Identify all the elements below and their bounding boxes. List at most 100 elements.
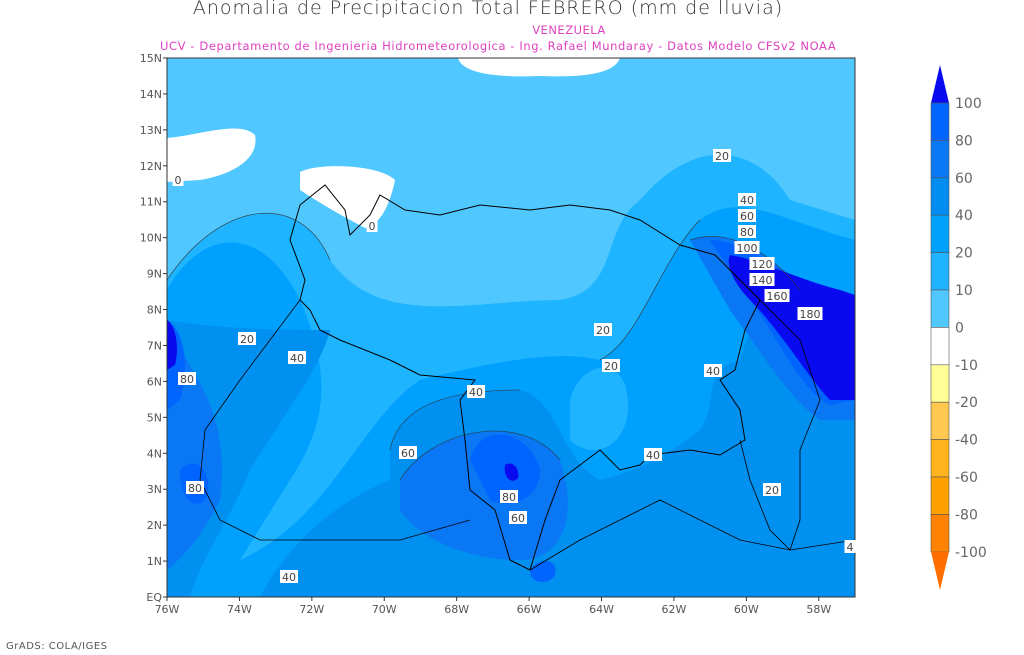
colorbar-label: -40	[955, 433, 978, 449]
contour-label: 20	[715, 150, 729, 163]
colorbar-swatch	[930, 476, 950, 515]
contour-label: 0	[175, 174, 182, 187]
map-axes: 76W 74W 72W 70W 68W 66W 64W 62W 60W 58W EQ 1N 2N 3N 4N…	[140, 52, 832, 616]
contour-label-bg	[713, 149, 731, 162]
contour-label: 40	[740, 194, 754, 207]
colorbar-label: 40	[955, 208, 973, 224]
lon-tick-label: 76W	[155, 603, 180, 616]
lon-tick-label: 70W	[372, 603, 397, 616]
contour-label-bg	[844, 540, 856, 553]
contour-label: 140	[752, 274, 773, 287]
internal-contours	[167, 212, 801, 481]
contour-label-bg	[288, 351, 306, 364]
colorbar-label: 100	[955, 96, 982, 112]
contour-label: 60	[401, 447, 415, 460]
lat-tick-label: 14N	[140, 88, 162, 101]
contour-label-bg	[734, 241, 760, 254]
contour-label-bg	[186, 481, 204, 494]
contour-label: 20	[240, 333, 254, 346]
lat-tick-label: 8N	[147, 304, 162, 317]
colorbar-label: 60	[955, 171, 973, 187]
colorbar-label: 10	[955, 283, 973, 299]
contour-label: 80	[740, 226, 754, 239]
colorbar-swatch	[930, 102, 950, 141]
contour-label: 100	[737, 242, 758, 255]
colorbar-arrow-bottom	[931, 551, 949, 590]
contour-label-bg	[238, 332, 256, 345]
colorbar-label: 80	[955, 133, 973, 149]
lon-tick-label: 62W	[662, 603, 687, 616]
lat-tick-label: 6N	[147, 375, 162, 388]
colorbar-swatch	[930, 214, 950, 253]
lat-tick-label: 1N	[147, 555, 162, 568]
contour-label: 180	[800, 308, 821, 321]
lat-tick-label: EQ	[146, 591, 162, 604]
colorbar-swatch	[930, 401, 950, 440]
contour-label-bg	[749, 273, 775, 286]
contour-label: 4	[847, 541, 854, 554]
lat-tick-label: 7N	[147, 339, 162, 352]
lon-tick-label: 64W	[589, 603, 614, 616]
colorbar-swatch	[930, 439, 950, 478]
lat-tick-label: 4N	[147, 447, 162, 460]
contour-label-bg	[644, 448, 662, 461]
contour-label: 60	[740, 210, 754, 223]
lon-tick-label: 72W	[299, 603, 324, 616]
lat-tick-label: 3N	[147, 483, 162, 496]
contour-label-bg	[763, 483, 781, 496]
contour-label-bg	[178, 372, 196, 385]
contour-label-bg	[738, 225, 756, 238]
contour-label-bg	[738, 193, 756, 206]
grads-footer: GrADS: COLA/IGES	[6, 641, 108, 652]
contour-label-bg	[764, 289, 790, 302]
contour-label-bg	[366, 219, 378, 232]
contour-label-bg	[467, 385, 485, 398]
colorbar-swatch	[930, 514, 950, 553]
colorbar-swatch	[930, 289, 950, 328]
contour-label: 20	[604, 360, 618, 373]
contour-label-bg	[172, 173, 184, 186]
colorbar-label: -20	[955, 395, 978, 411]
contour-label: 40	[282, 571, 296, 584]
contour-label-bg	[280, 570, 298, 583]
lat-tick-label: 11N	[140, 196, 162, 209]
lat-tick-label: 15N	[140, 52, 162, 65]
shaded-field	[167, 58, 855, 597]
map-title: Anomalia de Precipitacion Total FEBRERO …	[192, 0, 784, 19]
contour-label: 80	[188, 482, 202, 495]
lat-tick-label: 13N	[140, 124, 162, 137]
lon-tick-label: 58W	[806, 603, 831, 616]
contour-label-bg	[738, 209, 756, 222]
lon-tick-label: 66W	[517, 603, 542, 616]
contour-label-bg	[602, 359, 620, 372]
shade-neg-0-10-north	[458, 58, 620, 77]
contour-label: 0	[369, 220, 376, 233]
lat-tick-label: 2N	[147, 519, 162, 532]
colorbar-label: -10	[955, 358, 978, 374]
lon-tick-label: 68W	[444, 603, 469, 616]
contour-label-bg	[749, 257, 775, 270]
shade-over-100	[167, 255, 855, 481]
shade-neg-0-10-west	[167, 128, 256, 182]
contour-label: 40	[706, 365, 720, 378]
contour-label: 40	[469, 386, 483, 399]
colorbar-swatch	[930, 364, 950, 403]
contour-label-bg	[704, 364, 722, 377]
colorbar-swatch	[930, 140, 950, 179]
contour-label-bg	[797, 307, 823, 320]
contour-label: 60	[511, 512, 525, 525]
contour-label-bg	[509, 511, 527, 524]
contour-label: 80	[502, 491, 516, 504]
colorbar-label: 0	[955, 320, 964, 336]
colorbar-swatch	[930, 177, 950, 216]
lat-tick-label: 9N	[147, 268, 162, 281]
contour-label: 120	[752, 258, 773, 271]
colorbar-swatch	[930, 327, 950, 366]
contour-label-bg	[399, 446, 417, 459]
contour-label: 20	[596, 324, 610, 337]
map-frame	[166, 57, 856, 598]
map-subtitle-region: VENEZUELA	[532, 23, 606, 37]
colorbar-label: 20	[955, 246, 973, 262]
contour-label: 40	[290, 352, 304, 365]
venezuela-border	[289, 184, 761, 571]
